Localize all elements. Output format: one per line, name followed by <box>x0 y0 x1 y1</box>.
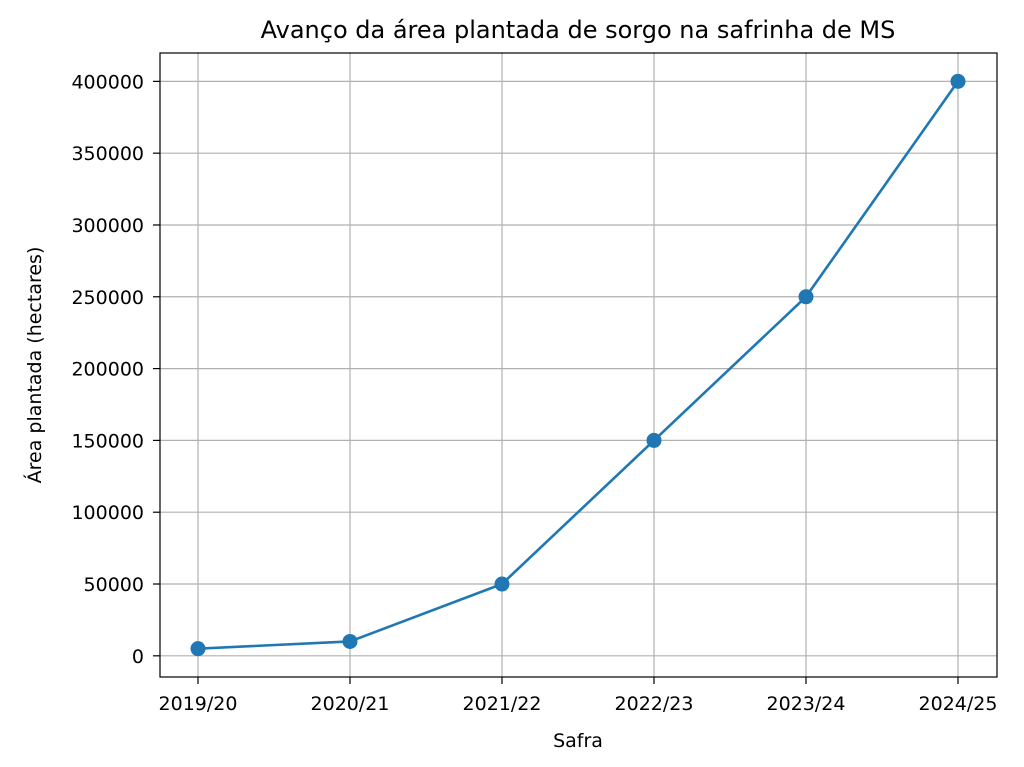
y-tick-label: 150000 <box>71 430 144 452</box>
y-axis-label: Área plantada (hectares) <box>23 247 46 484</box>
plot-frame <box>159 52 998 678</box>
chart-title: Avanço da área plantada de sorgo na safr… <box>261 16 896 44</box>
x-tick-label: 2022/23 <box>615 693 694 715</box>
data-point-2023-24 <box>798 289 814 305</box>
y-tick-label: 0 <box>132 646 144 668</box>
x-axis-ticks: 2019/20 2020/21 2021/22 2022/23 2023/24 2024/… <box>159 677 998 715</box>
y-tick-label: 350000 <box>71 143 144 165</box>
y-tick-label: 50000 <box>84 574 144 596</box>
series-layer <box>190 73 966 657</box>
x-tick-label: 2021/22 <box>463 693 542 715</box>
y-axis-ticks: 0 50000 100000 150000 200000 250000 300000 3500… <box>71 71 160 668</box>
y-tick-label: 300000 <box>71 215 144 237</box>
y-tick-label: 250000 <box>71 287 144 309</box>
x-tick-label: 2020/21 <box>311 693 390 715</box>
data-point-2024-25 <box>950 73 966 89</box>
series-line <box>196 79 960 650</box>
y-tick-label: 100000 <box>71 502 144 524</box>
data-point-2021-22 <box>494 576 510 592</box>
y-tick-label: 400000 <box>71 71 144 93</box>
x-axis-label: Safra <box>553 730 603 752</box>
x-tick-label: 2019/20 <box>159 693 238 715</box>
data-point-2019-20 <box>190 641 206 657</box>
data-point-2022-23 <box>646 432 662 448</box>
y-tick-label: 200000 <box>71 359 144 381</box>
x-tick-label: 2024/25 <box>919 693 998 715</box>
x-tick-label: 2023/24 <box>767 693 846 715</box>
data-point-2020-21 <box>342 633 358 649</box>
